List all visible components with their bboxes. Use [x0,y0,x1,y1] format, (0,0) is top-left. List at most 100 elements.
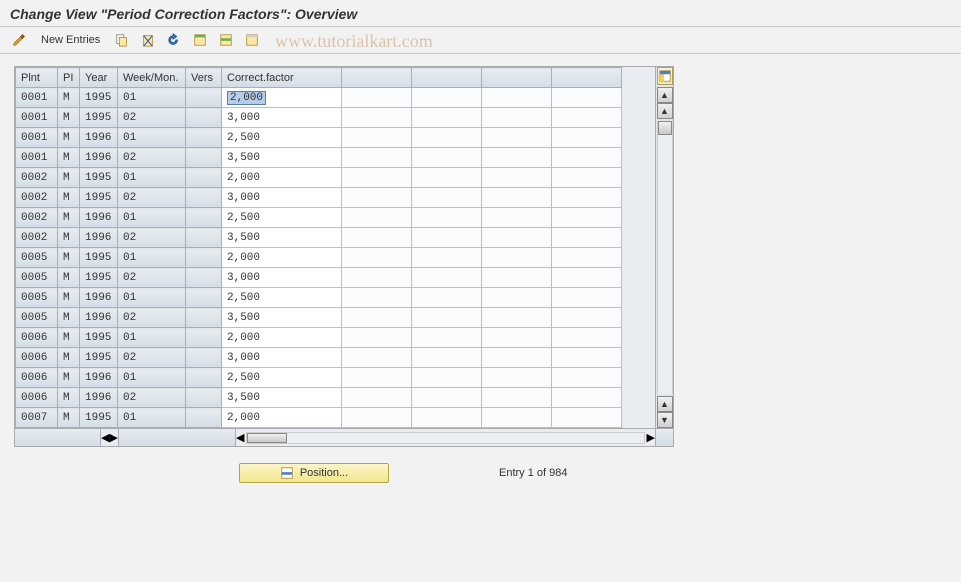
cell-vers[interactable] [186,408,222,428]
cell-weekmon[interactable]: 02 [118,108,186,128]
table-row[interactable]: 0002M1996012,500 [16,208,622,228]
cell-pi[interactable]: M [58,148,80,168]
cell-plnt[interactable]: 0006 [16,388,58,408]
cell-pi[interactable]: M [58,288,80,308]
cell-year[interactable]: 1996 [80,148,118,168]
data-table[interactable]: PlntPIYearWeek/Mon.VersCorrect.factor000… [15,67,622,428]
table-row[interactable]: 0002M1996023,500 [16,228,622,248]
cell-plnt[interactable]: 0006 [16,348,58,368]
col-year[interactable]: Year [80,68,118,88]
cell-weekmon[interactable]: 02 [118,348,186,368]
cell-plnt[interactable]: 0002 [16,228,58,248]
cell-factor[interactable]: 2,500 [222,128,342,148]
col-plnt[interactable]: Plnt [16,68,58,88]
table-row[interactable]: 0001M1995023,000 [16,108,622,128]
cell-plnt[interactable]: 0001 [16,88,58,108]
hscroll-left-1[interactable]: ◀ [101,431,109,444]
table-row[interactable]: 0001M1996012,500 [16,128,622,148]
cell-year[interactable]: 1996 [80,208,118,228]
cell-pi[interactable]: M [58,308,80,328]
cell-pi[interactable]: M [58,388,80,408]
cell-vers[interactable] [186,228,222,248]
delete-button[interactable] [137,30,159,50]
hscroll-seg-1[interactable]: ◀ ▶ [101,429,118,446]
cell-plnt[interactable]: 0007 [16,408,58,428]
scroll-down-button-2[interactable]: ▼ [657,412,673,428]
position-button[interactable]: Position... [239,463,389,483]
hscroll-track[interactable] [246,432,644,444]
undo-button[interactable] [163,30,185,50]
cell-year[interactable]: 1995 [80,328,118,348]
toggle-display-change-button[interactable] [8,30,30,50]
cell-year[interactable]: 1996 [80,288,118,308]
cell-factor[interactable]: 2,000 [222,328,342,348]
cell-year[interactable]: 1995 [80,248,118,268]
cell-factor[interactable]: 3,000 [222,268,342,288]
table-row[interactable]: 0007M1995012,000 [16,408,622,428]
table-row[interactable]: 0001M1996023,500 [16,148,622,168]
table-row[interactable]: 0005M1995012,000 [16,248,622,268]
cell-pi[interactable]: M [58,108,80,128]
cell-factor[interactable]: 2,000 [222,168,342,188]
cell-vers[interactable] [186,88,222,108]
cell-year[interactable]: 1996 [80,388,118,408]
scroll-down-button[interactable]: ▲ [657,396,673,412]
cell-pi[interactable]: M [58,128,80,148]
cell-year[interactable]: 1996 [80,308,118,328]
hscroll-thumb[interactable] [247,433,287,443]
cell-factor[interactable]: 3,500 [222,388,342,408]
cell-vers[interactable] [186,168,222,188]
cell-plnt[interactable]: 0001 [16,108,58,128]
table-row[interactable]: 0001M1995012,000 [16,88,622,108]
cell-vers[interactable] [186,368,222,388]
cell-vers[interactable] [186,328,222,348]
cell-plnt[interactable]: 0001 [16,148,58,168]
horizontal-scrollbar[interactable]: ◀ ▶ ◀ ▶ [14,429,674,447]
table-row[interactable]: 0002M1995012,000 [16,168,622,188]
cell-vers[interactable] [186,388,222,408]
cell-pi[interactable]: M [58,228,80,248]
cell-plnt[interactable]: 0005 [16,268,58,288]
cell-weekmon[interactable]: 01 [118,128,186,148]
hscroll-right-2[interactable]: ▶ [647,431,655,444]
cell-weekmon[interactable]: 02 [118,148,186,168]
hscroll-seg-2[interactable]: ◀ ▶ [236,429,655,446]
cell-pi[interactable]: M [58,268,80,288]
cell-vers[interactable] [186,288,222,308]
cell-factor[interactable]: 2,000 [222,88,342,108]
table-row[interactable]: 0006M1995012,000 [16,328,622,348]
table-row[interactable]: 0006M1996023,500 [16,388,622,408]
cell-year[interactable]: 1996 [80,128,118,148]
cell-year[interactable]: 1996 [80,368,118,388]
new-entries-button[interactable]: New Entries [34,30,107,50]
cell-year[interactable]: 1996 [80,228,118,248]
cell-factor[interactable]: 2,500 [222,208,342,228]
cell-plnt[interactable]: 0002 [16,208,58,228]
scroll-thumb[interactable] [658,121,672,135]
col-factor[interactable]: Correct.factor [222,68,342,88]
scroll-up-button[interactable]: ▲ [657,87,673,103]
cell-weekmon[interactable]: 02 [118,228,186,248]
cell-weekmon[interactable]: 01 [118,168,186,188]
select-all-button[interactable] [189,30,211,50]
scroll-track[interactable] [657,121,673,394]
cell-weekmon[interactable]: 01 [118,328,186,348]
cell-weekmon[interactable]: 02 [118,268,186,288]
cell-pi[interactable]: M [58,248,80,268]
table-row[interactable]: 0005M1996012,500 [16,288,622,308]
cell-weekmon[interactable]: 01 [118,368,186,388]
cell-factor[interactable]: 3,000 [222,188,342,208]
cell-pi[interactable]: M [58,188,80,208]
cell-factor[interactable]: 2,000 [222,408,342,428]
deselect-all-button[interactable] [241,30,263,50]
cell-pi[interactable]: M [58,328,80,348]
table-row[interactable]: 0006M1996012,500 [16,368,622,388]
cell-pi[interactable]: M [58,368,80,388]
cell-plnt[interactable]: 0005 [16,308,58,328]
cell-weekmon[interactable]: 01 [118,88,186,108]
hscroll-right-1[interactable]: ▶ [109,431,117,444]
table-settings-button[interactable] [657,67,673,85]
cell-weekmon[interactable]: 02 [118,188,186,208]
cell-vers[interactable] [186,108,222,128]
cell-vers[interactable] [186,308,222,328]
